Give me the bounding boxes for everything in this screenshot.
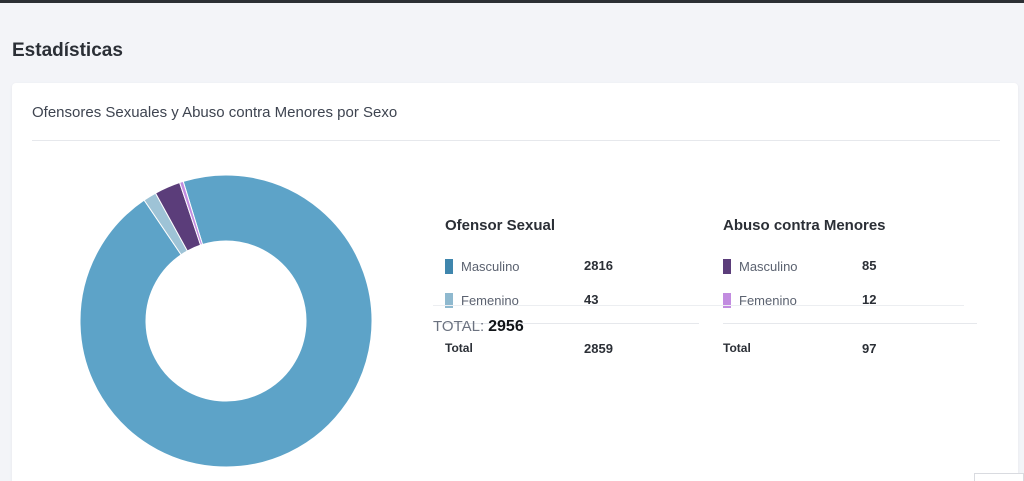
legend-value: 43 [584,292,599,307]
grand-total: TOTAL: 2956 [433,318,524,336]
legend-label: Femenino [739,293,797,308]
group-divider [445,323,699,324]
legend-value: 2816 [584,258,613,273]
legend-value: 12 [862,292,877,307]
legend-row-abuso-masculino: Masculino 85 [723,257,977,277]
total-value: 2859 [584,341,613,356]
grand-total-value: 2956 [488,318,524,335]
legend-row-ofensor-masculino: Masculino 2816 [445,257,699,277]
group-title: Abuso contra Menores [723,217,886,234]
legend-swatch [445,259,453,274]
group-total-row: Total 2859 [445,339,699,359]
card-title: Ofensores Sexuales y Abuso contra Menore… [32,104,398,121]
legend-swatch [723,293,731,308]
page-title: Estadísticas [12,40,123,61]
corner-widget [974,473,1024,481]
legend-value: 85 [862,258,877,273]
grand-total-label: TOTAL: [433,318,485,335]
card-divider [32,140,1000,141]
legend-swatch [445,293,453,308]
stats-card: Ofensores Sexuales y Abuso contra Menore… [12,83,1018,481]
total-value: 97 [862,341,877,356]
legend-label: Femenino [461,293,519,308]
legend-label: Masculino [461,259,520,274]
top-bar [0,0,1024,3]
legend-row-abuso-femenino: Femenino 12 [723,291,977,311]
donut-chart [80,175,372,467]
group-total-row: Total 97 [723,339,977,359]
group-divider [723,323,977,324]
legend-swatch [723,259,731,274]
grand-total-divider [433,305,964,306]
donut-hole [146,241,306,401]
legend-row-ofensor-femenino: Femenino 43 [445,291,699,311]
total-label: Total [723,341,751,355]
legend-label: Masculino [739,259,798,274]
total-label: Total [445,341,473,355]
group-title: Ofensor Sexual [445,217,556,234]
